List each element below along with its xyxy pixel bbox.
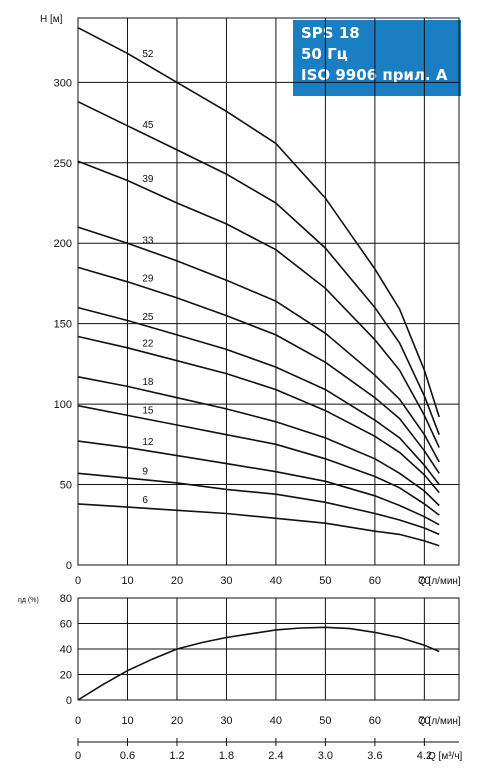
flow-m3h-tick-label: 0.6 xyxy=(120,750,135,762)
head-x-tick-label: 20 xyxy=(171,575,183,587)
efficiency-curve xyxy=(77,626,440,701)
flow-m3h-tick-label: 2.4 xyxy=(268,750,283,762)
efficiency-y-tick-label: 20 xyxy=(60,670,72,682)
model-info-box: SPS 18 50 Гц ISO 9906 прил. A xyxy=(293,20,461,96)
head-curve-label: 6 xyxy=(142,495,148,506)
head-curve-9 xyxy=(77,472,440,536)
standard-label: ISO 9906 прил. A xyxy=(301,66,448,84)
head-curve-label: 25 xyxy=(142,312,154,323)
head-curve-18 xyxy=(77,376,440,507)
head-y-tick-label: 50 xyxy=(60,480,72,492)
head-y-tick-label: 100 xyxy=(54,399,72,411)
head-curve-label: 22 xyxy=(142,339,154,350)
efficiency-y-tick-label: 0 xyxy=(66,695,72,707)
head-curve-label: 15 xyxy=(142,405,154,416)
head-curve-label: 29 xyxy=(142,274,154,285)
efficiency-x-tick-label: 50 xyxy=(319,715,331,727)
head-curve-39 xyxy=(77,160,440,448)
head-y-tick-label: 250 xyxy=(54,158,72,170)
head-plot-frame xyxy=(77,17,460,566)
head-curve-52 xyxy=(77,26,440,418)
flow-m3h-tick-label: 4.2 xyxy=(417,750,432,762)
head-curve-15 xyxy=(77,404,440,516)
head-x-tick-label: 40 xyxy=(270,575,282,587)
head-curve-6 xyxy=(77,503,440,547)
head-y-tick-label: 0 xyxy=(66,560,72,572)
head-x-tick-label: 60 xyxy=(369,575,381,587)
flow-m3h-tick-label: 1.8 xyxy=(219,750,234,762)
head-x-tick-label: 10 xyxy=(121,575,133,587)
flow-m3h-tick-label: 3.6 xyxy=(367,750,382,762)
head-y-axis-label: H [м] xyxy=(40,14,63,25)
head-curve-label: 18 xyxy=(142,377,154,388)
head-curve-label: 45 xyxy=(142,120,154,131)
head-curve-label: 12 xyxy=(142,437,154,448)
head-curve-label: 52 xyxy=(142,49,154,60)
efficiency-y-axis-label: ηд (%) xyxy=(18,597,39,604)
head-curve-label: 9 xyxy=(142,467,148,478)
flow-m3h-tick-label: 1.2 xyxy=(169,750,184,762)
head-curve-22 xyxy=(77,335,440,494)
flow-m3h-tick-label: 0 xyxy=(75,750,81,762)
head-y-tick-label: 150 xyxy=(54,319,72,331)
frequency-label: 50 Гц xyxy=(301,45,348,63)
head-curve-label: 39 xyxy=(142,174,154,185)
head-x-tick-label: 0 xyxy=(75,575,81,587)
head-curve-33 xyxy=(77,226,440,463)
head-x-tick-label: 70 xyxy=(418,575,430,587)
efficiency-x-tick-label: 10 xyxy=(121,715,133,727)
efficiency-x-tick-label: 40 xyxy=(270,715,282,727)
model-label: SPS 18 xyxy=(301,24,360,42)
head-curve-25 xyxy=(77,306,440,486)
efficiency-x-tick-label: 0 xyxy=(75,715,81,727)
head-curve-29 xyxy=(77,266,440,474)
head-curve-45 xyxy=(77,100,440,435)
efficiency-y-tick-label: 40 xyxy=(60,644,72,656)
efficiency-x-axis-label: Q [л/мин] xyxy=(418,716,461,727)
head-x-tick-label: 50 xyxy=(319,575,331,587)
efficiency-y-tick-label: 60 xyxy=(60,619,72,631)
head-curve-12 xyxy=(77,440,440,526)
head-x-tick-label: 30 xyxy=(220,575,232,587)
head-curve-label: 33 xyxy=(142,236,154,247)
efficiency-x-tick-label: 20 xyxy=(171,715,183,727)
efficiency-x-tick-label: 60 xyxy=(369,715,381,727)
head-y-tick-label: 200 xyxy=(54,238,72,250)
efficiency-x-tick-label: 30 xyxy=(220,715,232,727)
flow-m3h-tick-label: 3.0 xyxy=(318,750,333,762)
head-y-tick-label: 300 xyxy=(54,77,72,89)
head-x-axis-label: Q [л/мин] xyxy=(418,576,461,587)
flow-m3h-axis-label: Q [м³/ч] xyxy=(428,751,463,762)
efficiency-y-tick-label: 80 xyxy=(60,593,72,605)
efficiency-x-tick-label: 70 xyxy=(418,715,430,727)
